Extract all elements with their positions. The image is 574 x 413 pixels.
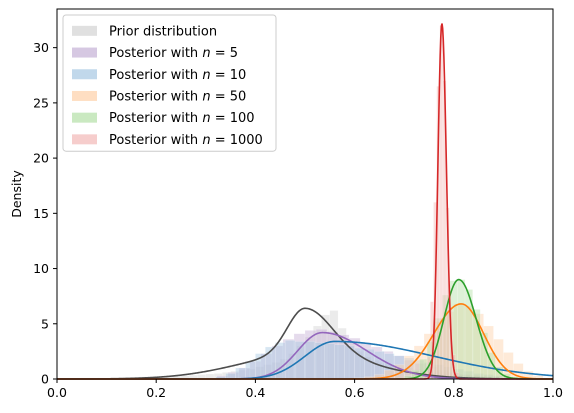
y-axis: 0 5 10 15 20 25 30: [33, 40, 57, 387]
x-axis: 0.0 0.2 0.4 0.6 0.8 1.0: [47, 379, 563, 400]
legend: Prior distribution Posterior with n = 5 Po…: [62, 14, 277, 152]
y-tick-label: 20: [33, 151, 49, 166]
y-axis-label: Density: [9, 170, 24, 218]
y-tick-label: 30: [33, 40, 49, 55]
legend-label: Posterior with n = 50: [109, 89, 246, 104]
legend-item: Posterior with n = 100: [72, 111, 255, 126]
legend-swatch: [72, 69, 97, 80]
x-tick-label: 0.8: [444, 385, 464, 400]
legend-label: Posterior with n = 10: [109, 68, 246, 83]
x-tick-label: 0.2: [146, 385, 166, 400]
legend-item: Posterior with n = 10: [72, 68, 246, 83]
y-tick-label: 15: [33, 206, 49, 221]
x-tick-label: 0.6: [345, 385, 365, 400]
plot-area-frame: [56, 8, 554, 380]
histogram-bar: [457, 279, 466, 380]
legend-label: Posterior with n = 1000: [109, 133, 263, 148]
histogram-bar: [245, 361, 256, 380]
legend-swatch: [72, 134, 97, 145]
legend-swatch: [72, 25, 97, 36]
x-tick-label: 0.0: [47, 385, 67, 400]
y-tick-label: 10: [33, 261, 49, 276]
histogram-bar: [334, 344, 345, 380]
legend-box: [62, 14, 277, 152]
legend-item: Posterior with n = 50: [72, 89, 246, 104]
legend-item: Posterior with n = 1000: [72, 133, 263, 148]
legend-item: Posterior with n = 5: [72, 46, 238, 61]
y-tick-label: 5: [41, 316, 49, 331]
legend-swatch: [72, 112, 97, 123]
legend-label: Prior distribution: [109, 24, 217, 39]
legend-swatch: [72, 47, 97, 58]
histogram-bar: [235, 367, 246, 380]
y-tick-label: 25: [33, 95, 49, 110]
x-tick-label: 0.4: [245, 385, 265, 400]
legend-swatch: [72, 90, 97, 101]
legend-label: Posterior with n = 100: [109, 111, 255, 126]
legend-item: Prior distribution: [72, 24, 217, 39]
legend-label: Posterior with n = 5: [109, 46, 238, 61]
histogram-bar: [324, 343, 336, 380]
x-tick-label: 1.0: [543, 385, 563, 400]
y-tick-label: 0: [41, 372, 49, 387]
histogram-bar: [304, 341, 316, 380]
